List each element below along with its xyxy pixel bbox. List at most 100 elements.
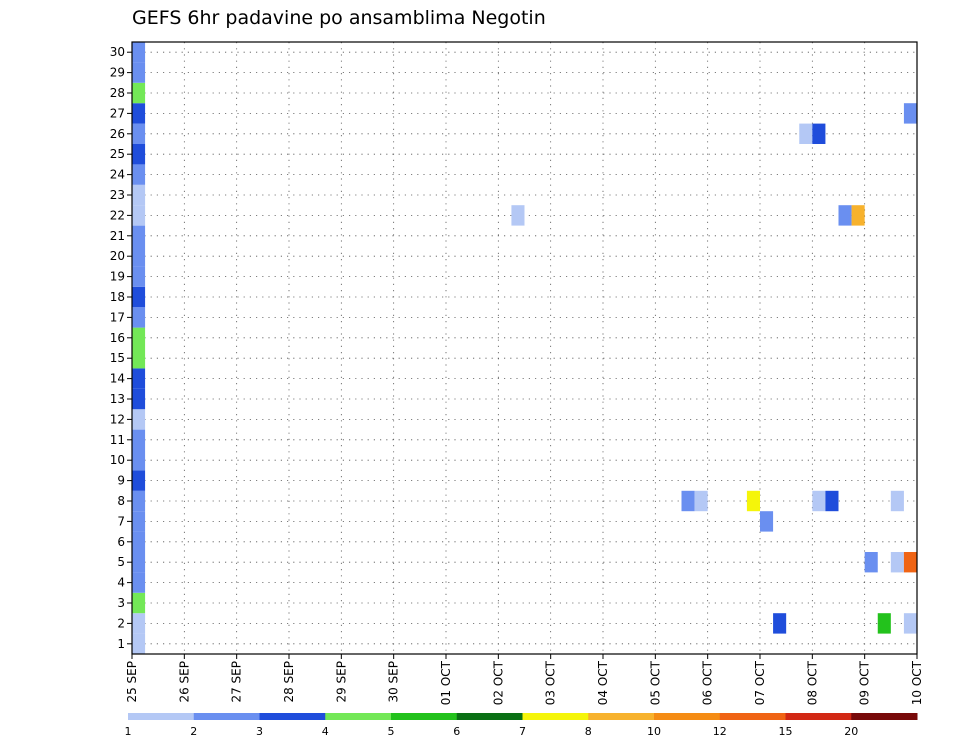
colorbar-label: 1	[125, 725, 132, 738]
data-cell	[132, 409, 146, 430]
data-cell	[890, 552, 904, 573]
y-tick-label: 16	[110, 331, 125, 345]
y-tick-label: 3	[117, 596, 125, 610]
data-cell	[132, 164, 146, 185]
y-tick-label: 11	[110, 433, 125, 447]
y-tick-label: 19	[110, 270, 125, 284]
data-cell	[851, 205, 865, 226]
colorbar-label: 7	[519, 725, 526, 738]
data-cell	[812, 490, 826, 512]
data-cell	[132, 62, 146, 83]
x-tick-label: 27 SEP	[230, 661, 244, 703]
y-tick-label: 12	[110, 412, 125, 426]
data-cell	[132, 429, 146, 450]
colorbar-swatch	[522, 713, 589, 720]
colorbar-label: 4	[322, 725, 329, 738]
x-tick-label: 06 OCT	[701, 660, 715, 705]
data-cell	[746, 490, 760, 512]
data-cell	[511, 205, 525, 226]
data-cell	[132, 511, 146, 532]
data-cell	[132, 246, 146, 267]
data-cell	[864, 552, 878, 573]
data-cell	[132, 368, 146, 389]
colorbar-swatch	[128, 713, 195, 720]
data-cell	[132, 144, 146, 165]
colorbar-label: 15	[779, 725, 793, 738]
x-tick-label: 30 SEP	[387, 661, 401, 703]
x-tick-label: 07 OCT	[753, 660, 767, 705]
colorbar-label: 10	[647, 725, 661, 738]
data-cell	[132, 42, 146, 63]
colorbar-swatch	[391, 713, 458, 720]
x-tick-label: 08 OCT	[805, 660, 819, 705]
y-tick-label: 29	[110, 66, 125, 80]
data-cell	[903, 552, 917, 573]
y-tick-label: 24	[110, 168, 125, 182]
data-cells	[132, 42, 917, 654]
data-cell	[799, 123, 813, 144]
data-cell	[877, 613, 891, 634]
colorbar-swatch	[325, 713, 392, 720]
colorbar-swatch	[588, 713, 655, 720]
colorbar-label: 2	[190, 725, 197, 738]
y-tick-label: 20	[110, 249, 125, 263]
colorbar-swatch	[193, 713, 260, 720]
y-tick-label: 1	[117, 637, 125, 651]
y-tick-label: 10	[110, 453, 125, 467]
y-tick-label: 30	[110, 45, 125, 59]
data-cell	[132, 225, 146, 246]
data-cell	[132, 184, 146, 206]
data-cell	[132, 103, 146, 124]
data-cell	[132, 450, 146, 471]
y-tick-label: 17	[110, 310, 125, 324]
colorbar-label: 6	[453, 725, 460, 738]
data-cell	[132, 307, 146, 328]
colorbar-label: 5	[388, 725, 395, 738]
x-tick-label: 01 OCT	[439, 660, 453, 705]
y-tick-label: 22	[110, 208, 125, 222]
chart-title: GEFS 6hr padavine po ansamblima Negotin	[132, 7, 546, 29]
colorbar-swatch	[259, 713, 326, 720]
colorbar-swatch	[456, 713, 523, 720]
data-cell	[132, 388, 146, 410]
colorbar-swatch	[719, 713, 786, 720]
data-cell	[132, 572, 146, 593]
colorbar-label: 12	[713, 725, 727, 738]
x-axis: 25 SEP 26 SEP 27 SEP 28 SEP 29 SEP 30 SEP 01 O…	[125, 654, 924, 705]
y-tick-label: 25	[110, 147, 125, 161]
x-tick-label: 25 SEP	[125, 661, 139, 703]
data-cell	[132, 286, 146, 308]
x-tick-label: 05 OCT	[648, 660, 662, 705]
colorbar-legend: 1 2 3 4 5 6 7 8 10 12 15 20	[125, 713, 918, 738]
data-cell	[773, 613, 787, 634]
data-cell	[132, 327, 146, 348]
data-cell	[132, 490, 146, 512]
x-tick-label: 26 SEP	[177, 661, 191, 703]
data-cell	[132, 82, 146, 104]
grid	[131, 42, 918, 654]
data-cell	[132, 531, 146, 552]
data-cell	[694, 490, 708, 512]
colorbar-swatch	[851, 713, 918, 720]
y-tick-label: 14	[110, 372, 125, 386]
y-tick-label: 27	[110, 106, 125, 120]
data-cell	[890, 490, 904, 512]
data-cell	[812, 123, 826, 144]
y-tick-label: 9	[117, 474, 125, 488]
y-tick-label: 2	[117, 616, 125, 630]
y-tick-label: 5	[117, 555, 125, 569]
colorbar-label: 3	[256, 725, 263, 738]
y-tick-label: 15	[110, 351, 125, 365]
data-cell	[132, 633, 146, 654]
data-cell	[132, 552, 146, 573]
y-tick-label: 23	[110, 188, 125, 202]
y-tick-label: 21	[110, 229, 125, 243]
data-cell	[132, 470, 146, 491]
x-tick-label: 10 OCT	[910, 660, 924, 705]
x-tick-label: 28 SEP	[282, 661, 296, 703]
plot-frame	[131, 41, 918, 655]
data-cell	[132, 348, 146, 369]
data-cell	[681, 490, 695, 512]
x-tick-label: 02 OCT	[491, 660, 505, 705]
data-cell	[903, 103, 917, 124]
